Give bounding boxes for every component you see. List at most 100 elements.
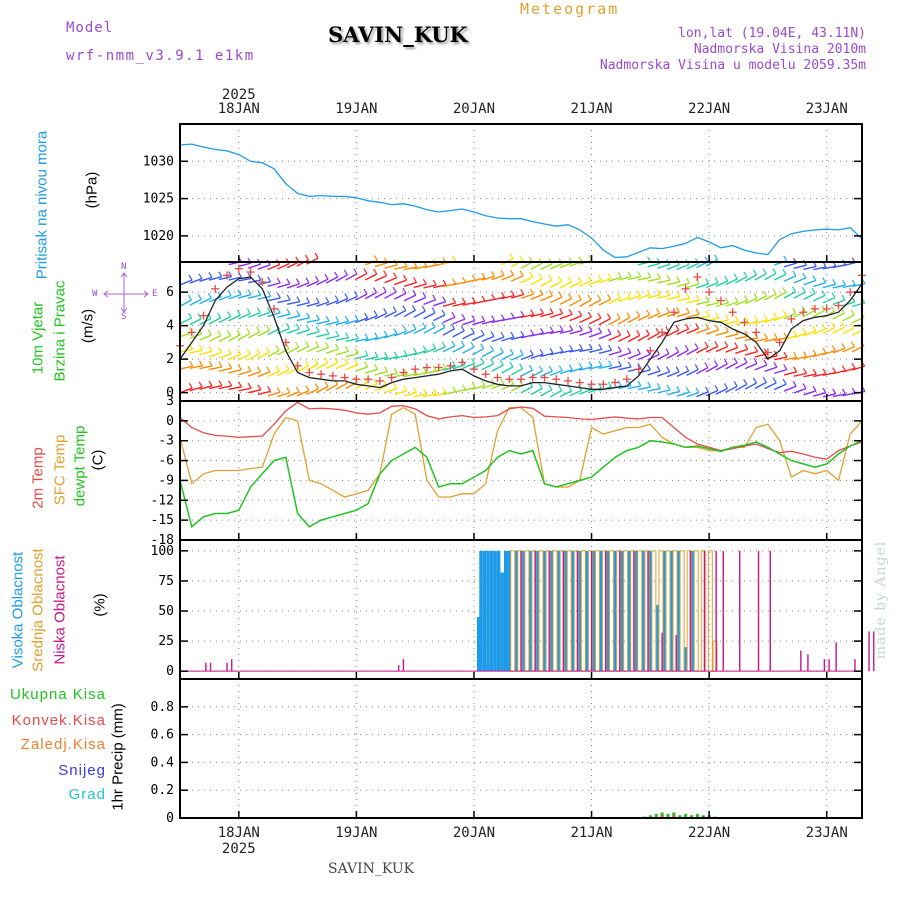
cloud-ylabel-1: Visoka Oblacnost [9,551,27,669]
cloud-bar-0 [549,550,554,672]
wind-barb-flag [714,254,719,261]
wind-barb [540,263,553,271]
wind-barb [842,314,855,322]
wind-barb [754,364,768,371]
precip-bar [654,813,658,818]
wind-barb [705,389,719,397]
wind-barb-flag [315,341,320,347]
wind-barb [228,314,241,322]
wind-barb [394,292,407,300]
wind-barb [345,337,359,342]
wind-barb [764,293,777,301]
wind-barb-flag [471,358,476,364]
wind-barb-flag [811,288,816,294]
cloud-bar-2 [854,659,856,672]
wind-barb [666,329,680,337]
cloud-bar-0 [641,550,646,672]
wind-barb-flag [821,323,826,330]
wind-barb-flag [812,385,817,392]
wind-barb-flag [549,326,554,333]
wind-barb [530,262,543,270]
wind-barb-flag [247,365,252,372]
wind-barb-flag [529,271,534,278]
wind-barb-flag [354,333,359,339]
cloud-bar-2 [604,550,607,672]
wind-barb-flag [276,292,281,299]
wind-barb [209,351,222,358]
cloud-bar-0 [563,550,568,672]
wind-barb [647,312,660,320]
wind-barb [325,335,340,340]
wind-barb-flag [617,329,622,336]
wind-barb [296,365,309,373]
wind-barb [179,299,192,307]
wind-barb-flag [334,357,339,363]
wind-barb [764,382,777,390]
wind-barb [296,329,310,335]
wind-barb-flag [840,321,845,328]
wind-barb [384,332,398,339]
wind-barb-flag [773,361,778,368]
cloud-bar-2 [769,550,771,672]
wind-barb [364,273,378,281]
wind-barb [774,383,787,391]
wind-barb-flag [608,344,613,351]
wind-barb-flag [490,358,495,365]
wind-barb [394,389,407,396]
wind-barb-flag [695,308,700,315]
wind-barb [364,337,378,342]
wind-barb [744,274,757,282]
precipitation-ytick-label: 0.6 [151,728,174,743]
wind-barb-flag [520,330,525,337]
wind-barb [696,328,709,334]
wind-barb-flag [228,380,233,387]
wind-barb [559,313,573,320]
cloud-bar-1 [552,550,558,672]
wind-barb-flag [499,359,504,366]
wind-barb [569,389,582,397]
wind-barb [832,347,846,354]
wind-barb [530,387,543,396]
wind-barb-flag [393,367,398,374]
wind-barb-flag [510,331,515,338]
wind-barb-flag [841,279,846,286]
wind-barb-flag [228,362,233,369]
wind-barb-flag [226,311,232,317]
wind-barb [530,293,544,300]
wind-barb [744,350,758,356]
cloud-bar-0 [634,550,638,672]
wind-barb-flag [373,268,378,275]
cloud-bar-0 [613,550,617,672]
wind-barb-flag [666,366,671,373]
wind-barb [501,366,514,374]
wind-barb [774,314,787,322]
wind-barb [218,353,232,360]
wind-barb-flag [431,307,436,314]
wind-barb [735,276,748,284]
wind-barb-flag [392,286,397,293]
wind-barb-flag [645,329,650,335]
wind-barb [579,366,593,371]
wind-barb-flag [481,272,486,279]
wind-barb [754,273,767,281]
wind-barb-flag [218,347,223,353]
wind-barb-flag [656,273,661,279]
wind-barb [413,310,426,318]
wind-barb [238,262,252,268]
wind-barb [520,261,533,269]
wind-barbs-layer [179,252,866,398]
wind-barb [228,294,242,300]
wind-barb-flag [422,345,427,352]
wind-barb [696,300,710,306]
cloud-bar-0 [585,550,589,672]
wind-barb [286,328,300,334]
wind-barb-flag [325,328,330,335]
wind-barb [540,279,553,287]
wind-barb-flag [685,277,690,284]
wind-barb-flag [597,382,602,389]
wind-barb [238,277,252,282]
cloud-bar-2 [231,659,233,672]
cloud-bar-2 [800,650,802,672]
wind-barb [803,373,817,378]
